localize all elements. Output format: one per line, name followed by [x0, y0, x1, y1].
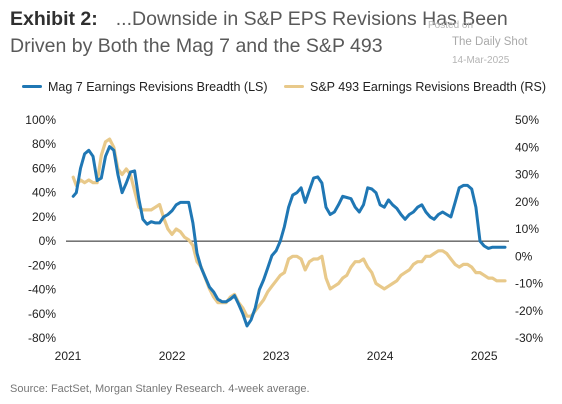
- title-text: ...Downside in S&P EPS Revisions Has Bee…: [10, 8, 508, 57]
- source-note: Source: FactSet, Morgan Stanley Research…: [10, 383, 310, 395]
- x-tick-label: 2025: [471, 349, 498, 363]
- exhibit-label: Exhibit 2:: [10, 8, 98, 30]
- watermark-posted: Posted on: [428, 20, 474, 31]
- watermark-name: The Daily Shot: [452, 36, 528, 48]
- legend-item-mag7: Mag 7 Earnings Revisions Breadth (LS): [22, 80, 268, 94]
- legend-label-mag7: Mag 7 Earnings Revisions Breadth (LS): [48, 80, 268, 94]
- y-right-tick-label: 10%: [515, 222, 539, 236]
- y-left-tick-label: 20%: [32, 210, 56, 224]
- y-left-tick-label: -40%: [28, 283, 56, 297]
- legend-label-sp493: S&P 493 Earnings Revisions Breadth (RS): [310, 80, 546, 94]
- x-tick-label: 2021: [55, 349, 82, 363]
- y-right-tick-label: 50%: [515, 113, 539, 127]
- y-right-tick-label: 20%: [515, 195, 539, 209]
- y-left-tick-label: -20%: [28, 258, 56, 272]
- series-line-sp493: [71, 137, 507, 318]
- y-right-tick-label: -30%: [515, 331, 543, 345]
- legend-swatch-sp493: [284, 85, 304, 89]
- y-left-tick-label: 0%: [39, 234, 57, 248]
- y-left-tick-label: 100%: [25, 113, 56, 127]
- watermark-date: 14-Mar-2025: [452, 55, 510, 66]
- y-right-tick-label: 30%: [515, 168, 539, 182]
- chart-title: Exhibit 2: ...Downside in S&P EPS Revisio…: [10, 6, 555, 60]
- y-right-tick-label: -20%: [515, 304, 543, 318]
- x-tick-label: 2023: [263, 349, 290, 363]
- y-left-tick-label: 80%: [32, 137, 56, 151]
- x-tick-label: 2024: [367, 349, 394, 363]
- series-line-mag7: [71, 145, 507, 328]
- y-left-tick-label: -80%: [28, 331, 56, 345]
- legend: Mag 7 Earnings Revisions Breadth (LS) S&…: [0, 80, 562, 98]
- legend-swatch-mag7: [22, 85, 42, 89]
- y-left-tick-label: -60%: [28, 307, 56, 321]
- x-tick-label: 2022: [159, 349, 186, 363]
- y-left-tick-label: 60%: [32, 161, 56, 175]
- y-left-tick-label: 40%: [32, 186, 56, 200]
- y-right-tick-label: 40%: [515, 140, 539, 154]
- y-right-tick-label: 0%: [515, 249, 533, 263]
- legend-item-sp493: S&P 493 Earnings Revisions Breadth (RS): [284, 80, 546, 94]
- y-right-tick-label: -10%: [515, 277, 543, 291]
